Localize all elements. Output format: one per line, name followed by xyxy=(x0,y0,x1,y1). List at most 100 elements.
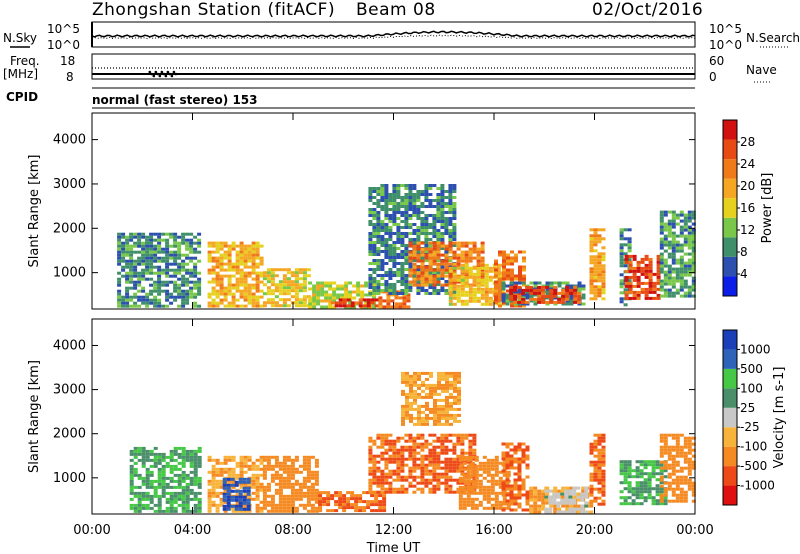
heatmap-cell xyxy=(632,293,637,297)
heatmap-cell xyxy=(129,458,134,462)
heatmap-cell xyxy=(215,280,220,284)
heatmap-cell xyxy=(464,278,469,282)
heatmap-cell xyxy=(572,501,577,505)
heatmap-cell xyxy=(400,256,405,259)
heatmap-cell xyxy=(597,291,602,295)
heatmap-cell xyxy=(388,475,393,479)
heatmap-cell xyxy=(456,460,461,464)
heatmap-cell xyxy=(117,301,122,305)
heatmap-cell xyxy=(270,494,275,498)
heatmap-cell xyxy=(404,292,409,295)
heatmap-cell xyxy=(336,293,341,297)
heatmap-cell xyxy=(404,289,409,292)
heatmap-cell xyxy=(576,495,581,499)
heatmap-cell xyxy=(506,277,510,281)
heatmap-cell xyxy=(336,296,341,300)
heatmap-cell xyxy=(424,193,429,196)
heatmap-cell xyxy=(181,238,186,242)
heatmap-cell xyxy=(382,491,387,495)
heatmap-cell xyxy=(458,485,463,489)
heatmap-cell xyxy=(378,299,383,303)
heatmap-cell xyxy=(449,395,453,399)
heatmap-cell xyxy=(537,294,542,298)
heatmap-cell xyxy=(449,416,453,420)
heatmap-cell xyxy=(480,296,485,300)
heatmap-cell xyxy=(161,232,166,236)
heatmap-cell xyxy=(522,256,526,260)
heatmap-cell xyxy=(424,217,429,220)
heatmap-cell xyxy=(338,298,343,302)
heatmap-cell xyxy=(433,419,437,423)
heatmap-cell xyxy=(141,286,146,290)
heatmap-cell xyxy=(663,270,668,274)
heatmap-cell xyxy=(318,494,323,498)
heatmap-cell xyxy=(506,262,510,266)
heatmap-cell xyxy=(247,292,252,296)
heatmap-cell xyxy=(400,277,405,280)
heatmap-cell xyxy=(437,392,441,396)
heatmap-cell xyxy=(125,295,130,299)
heatmap-cell xyxy=(161,476,166,480)
heatmap-cell xyxy=(290,271,295,275)
heatmap-cell xyxy=(643,472,648,476)
heatmap-cell xyxy=(675,496,680,500)
heatmap-cell xyxy=(396,241,401,244)
heatmap-cell xyxy=(366,500,371,504)
heatmap-cell xyxy=(197,500,202,504)
heatmap-cell xyxy=(484,278,489,282)
heatmap-cell xyxy=(679,276,684,280)
heatmap-cell xyxy=(290,280,295,284)
heatmap-cell xyxy=(211,494,216,498)
heatmap-cell xyxy=(413,377,417,381)
heatmap-cell xyxy=(346,500,351,504)
heatmap-cell xyxy=(274,503,279,507)
heatmap-cell xyxy=(181,506,186,510)
velocity-colorbar-swatch xyxy=(723,407,737,428)
heatmap-cell xyxy=(372,223,377,226)
heatmap-cell xyxy=(433,422,437,426)
heatmap-cell xyxy=(671,433,676,437)
heatmap-cell xyxy=(452,451,457,455)
heatmap-cell xyxy=(310,470,315,474)
heatmap-cell xyxy=(372,229,377,232)
heatmap-cell xyxy=(456,278,461,282)
heatmap-cell xyxy=(457,371,461,375)
heatmap-cell xyxy=(593,267,598,271)
heatmap-cell xyxy=(193,241,198,245)
heatmap-cell xyxy=(141,301,146,305)
heatmap-cell xyxy=(597,454,602,458)
heatmap-cell xyxy=(388,283,393,286)
heatmap-cell xyxy=(514,283,518,287)
heatmap-cell xyxy=(656,266,661,270)
heatmap-cell xyxy=(243,259,248,263)
heatmap-cell xyxy=(274,464,279,468)
heatmap-cell xyxy=(416,436,421,440)
heatmap-cell xyxy=(376,481,381,485)
heatmap-cell xyxy=(628,287,633,291)
heatmap-cell xyxy=(553,302,558,306)
heatmap-cell xyxy=(639,472,644,476)
heatmap-cell xyxy=(302,286,307,290)
heatmap-cell xyxy=(505,284,510,288)
heatmap-cell xyxy=(556,504,561,508)
heatmap-cell xyxy=(496,269,501,273)
heatmap-cell xyxy=(409,407,413,411)
heatmap-cell xyxy=(655,466,660,470)
heatmap-cell xyxy=(659,213,664,217)
heatmap-cell xyxy=(412,232,417,235)
heatmap-cell xyxy=(460,293,465,297)
heatmap-cell xyxy=(286,470,291,474)
heatmap-cell xyxy=(189,250,194,254)
heatmap-cell xyxy=(525,285,530,289)
heatmap-cell xyxy=(632,266,637,270)
heatmap-cell xyxy=(145,458,150,462)
heatmap-cell xyxy=(428,454,433,458)
nave-tick-low: 0 xyxy=(709,70,717,84)
heatmap-cell xyxy=(593,255,598,259)
heatmap-cell xyxy=(384,205,389,208)
heatmap-cell xyxy=(384,214,389,217)
heatmap-cell xyxy=(659,294,664,298)
heatmap-cell xyxy=(663,502,668,506)
heatmap-cell xyxy=(358,509,363,513)
heatmap-cell xyxy=(129,476,134,480)
